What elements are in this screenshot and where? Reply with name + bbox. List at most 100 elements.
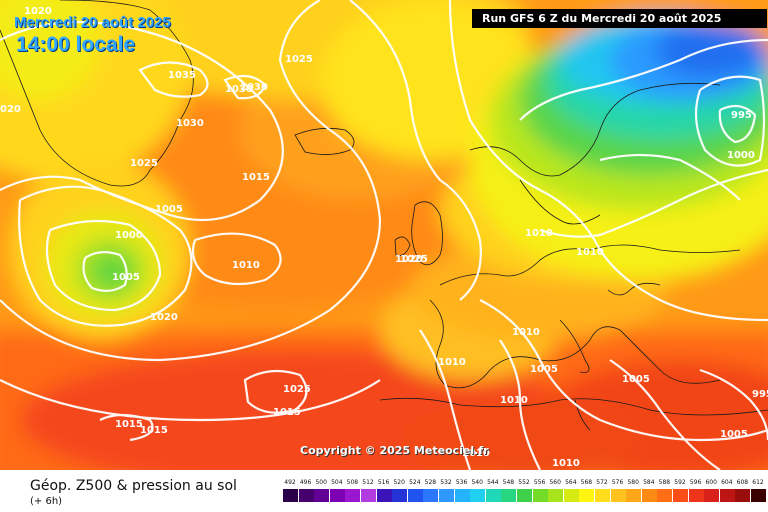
scale-tick-label: 548 [502, 479, 515, 486]
scale-swatch [657, 489, 673, 502]
copyright-text: Copyright © 2025 Meteociel.fr [300, 444, 489, 457]
scale-tick-label: 512 [362, 479, 374, 486]
scale-swatch [563, 489, 579, 502]
scale-tick-label: 520 [393, 479, 405, 486]
pressure-label: 1000 [115, 230, 143, 241]
scale-tick-label: 540 [471, 479, 483, 486]
scale-swatch [454, 489, 470, 502]
scale-swatch [345, 489, 361, 502]
scale-tick-label: 588 [658, 479, 671, 486]
scale-swatch [735, 489, 751, 502]
pressure-label: 1010 [525, 228, 553, 239]
pressure-label: 1035 [168, 70, 196, 81]
scale-tick-label: 576 [611, 479, 624, 486]
scale-swatch [610, 489, 626, 502]
pressure-label: 1000 [727, 150, 755, 161]
pressure-label: 1010 [500, 395, 528, 406]
scale-swatch [673, 489, 688, 502]
pressure-label: 1005 [155, 204, 183, 215]
forecast-time: 14:00 locale [16, 33, 136, 56]
scale-swatch [298, 489, 314, 502]
scale-swatch [704, 489, 720, 502]
scale-tick-label: 584 [643, 479, 655, 486]
scale-tick-label: 524 [409, 479, 421, 486]
pressure-label: 1010 [576, 247, 604, 258]
pressure-label: 1005 [720, 429, 748, 440]
scale-tick-label: 492 [284, 479, 296, 486]
scale-tick-label: 568 [580, 479, 593, 486]
pressure-label: 1030 [176, 118, 204, 129]
scale-tick-label: 612 [752, 479, 764, 486]
scale-tick-label: 552 [518, 479, 530, 486]
map-canvas: 1020020103510251030103010301025101510051… [0, 0, 768, 470]
pressure-label: 1015 [140, 425, 168, 436]
scale-tick-label: 596 [689, 479, 702, 486]
scale-swatch [423, 489, 439, 502]
pressure-label: 1020 [24, 6, 52, 17]
geopotential-field [0, 0, 768, 470]
scale-swatch [595, 489, 610, 502]
scale-tick-label: 608 [736, 479, 749, 486]
pressure-label: 1020 [395, 254, 423, 265]
pressure-label: 1010 [552, 458, 580, 469]
pressure-label: 1005 [622, 374, 650, 385]
scale-tick-label: 528 [424, 479, 437, 486]
legend-subtitle: (+ 6h) [30, 496, 63, 507]
scale-swatch [501, 489, 517, 502]
scale-tick-label: 592 [674, 479, 686, 486]
scale-swatch [329, 489, 345, 502]
scale-swatch [407, 489, 423, 502]
scale-tick-label: 508 [346, 479, 359, 486]
pressure-label: 1025 [285, 54, 313, 65]
pressure-label: 1015 [242, 172, 270, 183]
scale-tick-label: 600 [705, 479, 717, 486]
scale-swatch [579, 489, 595, 502]
pressure-label: 1015 [115, 419, 143, 430]
pressure-label: 1010 [462, 448, 490, 459]
scale-tick-label: 580 [627, 479, 639, 486]
pressure-label: 1030 [240, 82, 268, 93]
scale-tick-label: 560 [549, 479, 561, 486]
scale-tick-label: 536 [455, 479, 468, 486]
scale-swatch [688, 489, 704, 502]
scale-swatch [548, 489, 564, 502]
pressure-label: 1005 [112, 272, 140, 283]
scale-swatch [361, 489, 376, 502]
scale-tick-label: 572 [596, 479, 608, 486]
scale-tick-label: 516 [377, 479, 390, 486]
scale-swatch [626, 489, 642, 502]
scale-swatch [751, 489, 766, 502]
pressure-label: 1025 [283, 384, 311, 395]
scale-swatch [641, 489, 657, 502]
pressure-label: 995 [752, 389, 768, 400]
scale-swatch [376, 489, 392, 502]
isobars [0, 0, 768, 470]
pressure-label: 1025 [130, 158, 158, 169]
scale-tick-label: 556 [533, 479, 546, 486]
scale-swatch [392, 489, 408, 502]
pressure-label: 1005 [530, 364, 558, 375]
pressure-label: 1025 [400, 254, 428, 265]
pressure-labels: 1020020103510251030103010301025101510051… [0, 6, 768, 469]
scale-tick-label: 532 [440, 479, 452, 486]
pressure-label: 995 [731, 110, 752, 121]
pressure-label: 1010 [512, 327, 540, 338]
scale-swatch [719, 489, 735, 502]
scale-tick-label: 500 [315, 479, 327, 486]
pressure-label: 1010 [232, 260, 260, 271]
weather-map: 1020 020 1035 1025 1030 1030 1030 1025 1015 1005 1… [0, 0, 768, 470]
scale-swatch [470, 489, 486, 502]
scale-tick-label: 496 [299, 479, 312, 486]
legend-footer: Géop. Z500 & pression au sol (+ 6h) 492 4… [0, 470, 768, 512]
scale-swatch [283, 489, 298, 502]
scale-swatch [485, 489, 501, 502]
pressure-label: 020 [0, 104, 21, 115]
scale-swatch [532, 489, 548, 502]
forecast-date: Mercredi 20 août 2025 [14, 14, 171, 31]
scale-swatch [314, 489, 330, 502]
scale-tick-label: 544 [487, 479, 499, 486]
scale-swatch [517, 489, 532, 502]
scale-tick-label: 564 [565, 479, 577, 486]
legend-title: Géop. Z500 & pression au sol [30, 478, 237, 494]
scale-tick-label: 604 [721, 479, 733, 486]
